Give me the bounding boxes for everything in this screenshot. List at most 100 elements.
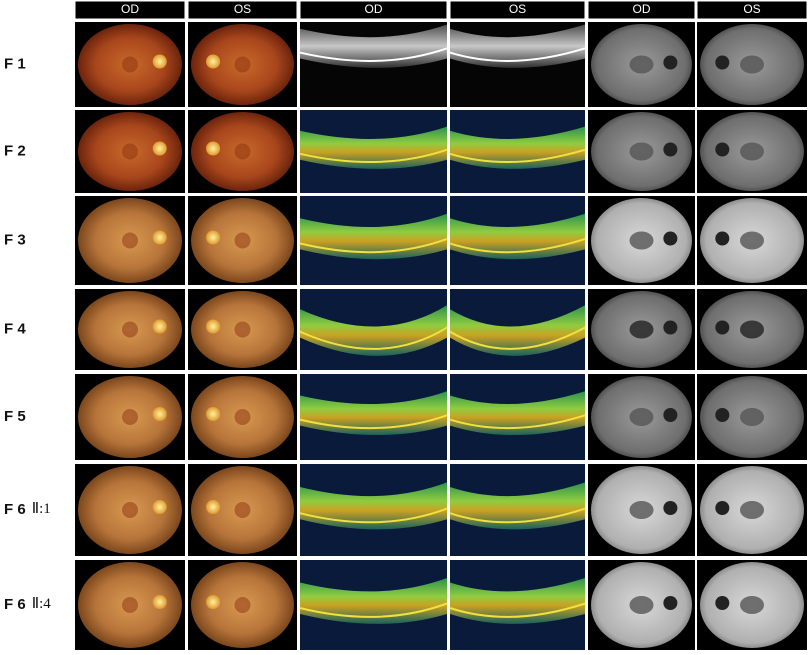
faf-macula	[629, 596, 654, 614]
row-label-main: F 1	[4, 55, 26, 72]
faf-disc	[715, 501, 730, 515]
optic-disc	[152, 230, 167, 245]
faf-macula	[740, 142, 764, 161]
header-box	[449, 0, 586, 20]
oct-rpe	[449, 602, 586, 618]
faf-macula	[629, 408, 654, 426]
faf-macula	[629, 231, 654, 250]
row-label: F 6 Ⅱ:1	[4, 501, 51, 518]
row-label: F 5	[4, 408, 26, 425]
faf-macula	[740, 55, 764, 74]
faf-disc	[715, 55, 730, 70]
macula	[122, 502, 138, 518]
row-label: F 1	[4, 55, 26, 72]
macula	[122, 143, 138, 160]
optic-disc	[206, 54, 221, 69]
macula	[122, 321, 138, 338]
faf-disc	[663, 501, 678, 515]
faf-disc	[663, 231, 678, 246]
macula	[122, 597, 138, 613]
oct-rpe	[449, 414, 586, 430]
faf-disc	[663, 55, 678, 70]
faf-disc	[715, 408, 730, 422]
macula	[234, 232, 251, 249]
row-label-main: F 4	[4, 320, 26, 337]
oct-rpe	[299, 602, 448, 618]
faf-macula	[629, 55, 654, 74]
optic-disc	[206, 595, 221, 609]
column-header: OD	[633, 2, 651, 16]
optic-disc	[152, 319, 167, 334]
faf-macula	[629, 501, 654, 519]
row-label-main: F 5	[4, 408, 26, 425]
header-box	[299, 0, 448, 20]
optic-disc	[206, 141, 221, 156]
faf-macula	[629, 142, 654, 161]
oct-rpe	[299, 148, 448, 163]
optic-disc	[206, 230, 221, 245]
column-header: OD	[121, 2, 139, 16]
header-box	[696, 0, 808, 20]
faf-macula	[740, 231, 764, 250]
macula	[234, 143, 251, 160]
row-sublabel: Ⅱ:1	[32, 501, 51, 517]
faf-disc	[663, 142, 678, 157]
column-header: OD	[365, 2, 383, 16]
macula	[122, 232, 138, 249]
oct-rpe	[449, 47, 586, 62]
faf-macula	[740, 501, 764, 519]
header-box	[187, 0, 298, 20]
macula	[234, 597, 251, 613]
macula	[122, 56, 138, 73]
optic-disc	[152, 141, 167, 156]
oct-rpe	[449, 148, 586, 163]
faf-disc	[663, 596, 678, 610]
oct-retina	[300, 482, 447, 530]
oct-rpe	[299, 414, 448, 430]
optic-disc	[152, 54, 167, 69]
faf-macula	[740, 320, 764, 339]
oct-rpe	[299, 507, 448, 524]
column-header: OS	[743, 2, 760, 16]
oct-rpe	[299, 326, 448, 350]
row-label-main: F 2	[4, 142, 26, 159]
oct-rpe	[449, 326, 586, 350]
faf-macula	[629, 320, 654, 339]
faf-disc	[715, 142, 730, 157]
optic-disc	[206, 319, 221, 334]
macula	[234, 409, 251, 425]
macula	[234, 56, 251, 73]
optic-disc	[206, 500, 221, 514]
optic-disc	[152, 407, 167, 421]
oct-rpe	[449, 507, 586, 524]
optic-disc	[152, 595, 167, 609]
macula	[122, 409, 138, 425]
faf-disc	[663, 408, 678, 422]
macula	[234, 321, 251, 338]
row-label-main: F 6	[4, 501, 26, 518]
faf-macula	[740, 596, 764, 614]
optic-disc	[152, 500, 167, 514]
optic-disc	[206, 407, 221, 421]
macula	[234, 502, 251, 518]
faf-disc	[715, 231, 730, 246]
oct-rpe	[449, 237, 586, 254]
header-box	[587, 0, 696, 20]
oct-rpe	[299, 238, 448, 254]
row-label: F 4	[4, 320, 26, 337]
header-box	[74, 0, 186, 20]
column-header: OS	[234, 2, 251, 16]
faf-disc	[715, 320, 730, 335]
row-label-main: F 6	[4, 596, 26, 613]
row-label-main: F 3	[4, 231, 26, 248]
column-header: OS	[509, 2, 526, 16]
oct-rpe	[299, 47, 448, 62]
faf-disc	[663, 320, 678, 335]
row-label: F 3	[4, 231, 26, 248]
row-label: F 2	[4, 142, 26, 159]
faf-macula	[740, 408, 764, 426]
faf-disc	[715, 596, 730, 610]
row-sublabel: Ⅱ:4	[32, 596, 52, 612]
